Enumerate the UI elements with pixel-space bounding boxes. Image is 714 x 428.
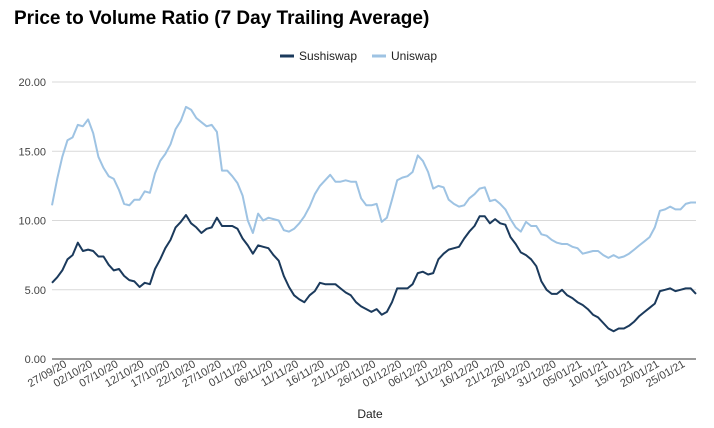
series-lines [51,105,697,333]
legend-label-uniswap: Uniswap [391,49,437,63]
series-line-uniswap [51,105,696,259]
legend: Sushiswap Uniswap [280,49,437,63]
y-tick-label: 10.00 [18,216,46,228]
legend-label-sushiswap: Sushiswap [299,49,357,63]
y-axis-ticks: 0.00 5.00 10.00 15.00 20.00 [18,77,46,366]
y-tick-label: 20.00 [18,77,46,89]
y-tick-label: 5.00 [25,285,46,297]
series-line-sushiswap [51,214,697,333]
y-tick-label: 0.00 [25,354,46,366]
y-tick-label: 15.00 [18,146,46,158]
x-axis-ticks: 27/09/2002/10/2007/10/2012/10/2017/10/20… [26,358,687,390]
gridlines [52,81,696,360]
chart-title: Price to Volume Ratio (7 Day Trailing Av… [14,8,430,29]
x-axis-label: Date [357,407,383,421]
